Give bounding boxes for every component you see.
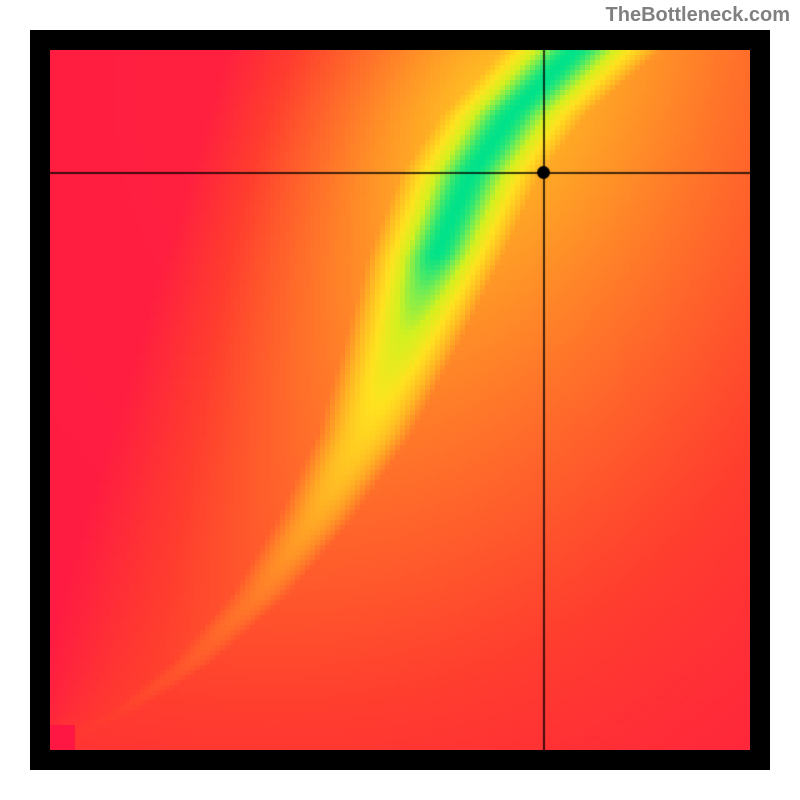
crosshair-overlay (50, 50, 750, 750)
watermark-text: TheBottleneck.com (606, 4, 790, 27)
